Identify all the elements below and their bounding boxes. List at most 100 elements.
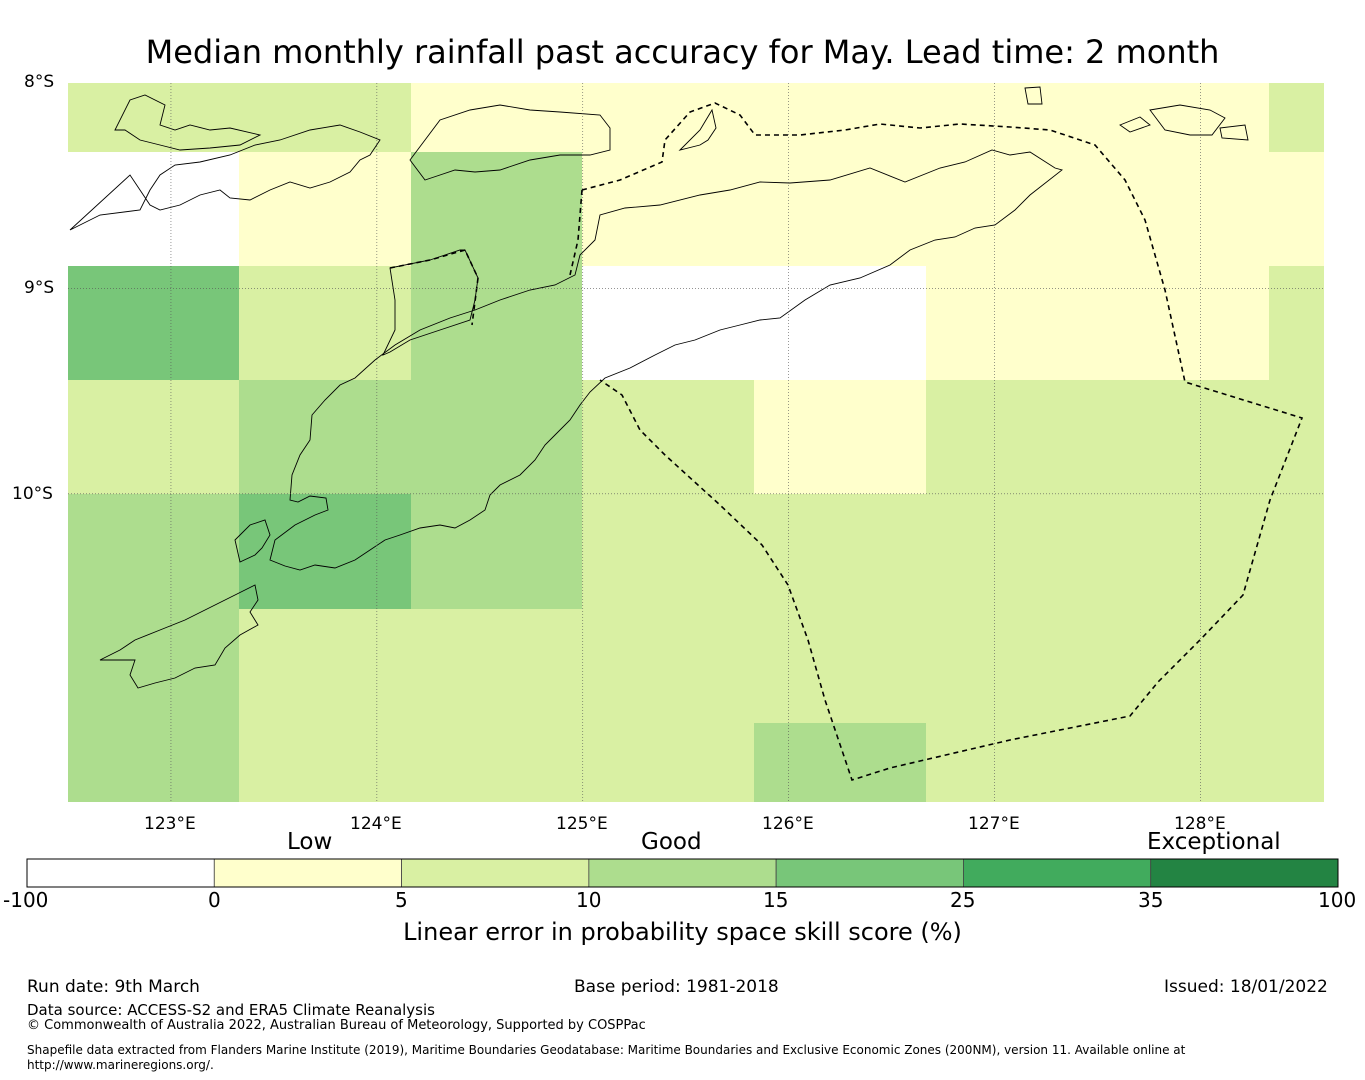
- colorbar-segment: [775, 858, 964, 888]
- grid-cell: [754, 380, 926, 494]
- grid-cell: [1097, 494, 1269, 609]
- north-islet-coastline: [1024, 86, 1043, 105]
- lon-label-127e: 127°E: [968, 814, 1020, 834]
- grid-cell: [1269, 83, 1324, 152]
- flores-east-coastline: [114, 94, 262, 151]
- data-source: Data source: ACCESS-S2 and ERA5 Climate …: [27, 1001, 435, 1019]
- grid-cell: [239, 380, 411, 494]
- grid-cell: [754, 152, 926, 266]
- colorbar-segment: [401, 858, 590, 888]
- grid-cell: [1097, 152, 1269, 266]
- grid-cell: [411, 494, 582, 609]
- grid-cell: [926, 723, 1097, 802]
- grid-cell: [926, 152, 1097, 266]
- grid-cell: [582, 266, 754, 380]
- lat-label-10s: 10°S: [12, 484, 53, 504]
- east-islet-coastline: [1119, 116, 1151, 133]
- grid-cell: [239, 83, 411, 152]
- lon-label-124e: 124°E: [350, 814, 402, 834]
- grid-cell: [1269, 266, 1324, 380]
- lat-label-8s: 8°S: [24, 72, 55, 92]
- grid-cell: [239, 723, 411, 802]
- eez-boundary: [389, 102, 1304, 781]
- colorbar-segment: [588, 858, 777, 888]
- colorbar-segment: [26, 858, 215, 888]
- colorbar-label: Linear error in probability space skill …: [403, 918, 962, 946]
- grid-cell: [1269, 609, 1324, 723]
- grid-cell: [1097, 83, 1269, 152]
- east-islands-coastline: [1149, 104, 1226, 136]
- grid-cell: [926, 380, 1097, 494]
- grid-cell: [1269, 494, 1324, 609]
- colorbar-tick: -100: [3, 888, 49, 912]
- grid-cell: [582, 723, 754, 802]
- colorbar-tick: 10: [576, 888, 602, 912]
- colorbar-segment: [963, 858, 1152, 888]
- grid-cell: [411, 83, 582, 152]
- grid-cell: [582, 83, 754, 152]
- grid-cell: [582, 609, 754, 723]
- grid-cell: [239, 266, 411, 380]
- grid-cell: [1097, 609, 1269, 723]
- colorbar-tick: 15: [763, 888, 789, 912]
- colorbar-tick: 100: [1318, 888, 1357, 912]
- colorbar-segment: [1150, 858, 1339, 888]
- grid-cell: [239, 494, 411, 609]
- grid-cell: [239, 152, 411, 266]
- grid-cell: [754, 266, 926, 380]
- grid-cell: [926, 609, 1097, 723]
- timor-coastline: [269, 149, 1063, 571]
- grid-cell: [1097, 723, 1269, 802]
- lon-label-125e: 125°E: [556, 814, 608, 834]
- grid-cell: [68, 723, 239, 802]
- lon-label-123e: 123°E: [144, 814, 196, 834]
- grid-cell: [582, 380, 754, 494]
- lat-lon-graticule: [68, 83, 1324, 802]
- colorbar-tick: 25: [950, 888, 976, 912]
- grid-cell: [754, 83, 926, 152]
- semau-coastline: [234, 519, 271, 563]
- grid-cell: [754, 494, 926, 609]
- shapefile-credit: Shapefile data extracted from Flanders M…: [27, 1043, 1185, 1073]
- grid-cell: [754, 609, 926, 723]
- map-title: Median monthly rainfall past accuracy fo…: [145, 33, 1220, 71]
- lat-label-9s: 9°S: [24, 278, 55, 298]
- grid-cell: [582, 152, 754, 266]
- grid-cell: [1269, 723, 1324, 802]
- east-islet-2-coastline: [1219, 124, 1249, 141]
- colorbar-tick: 5: [395, 888, 408, 912]
- lon-label-126e: 126°E: [762, 814, 814, 834]
- colorbar-tick: 0: [208, 888, 221, 912]
- grid-cell: [754, 723, 926, 802]
- grid-cell: [1097, 266, 1269, 380]
- grid-cell: [411, 152, 582, 266]
- oecusse-coastline: [382, 249, 479, 356]
- base-period: Base period: 1981-2018: [574, 977, 779, 997]
- lon-label-128e: 128°E: [1174, 814, 1226, 834]
- grid-cell: [1097, 380, 1269, 494]
- grid-cell: [926, 83, 1097, 152]
- category-exceptional: Exceptional: [1147, 829, 1281, 855]
- wetar-coastline: [409, 104, 611, 181]
- eez-boundary-oecusse: [389, 249, 479, 326]
- grid-cell: [411, 609, 582, 723]
- issued-date: Issued: 18/01/2022: [1164, 977, 1328, 997]
- grid-cell: [239, 609, 411, 723]
- atauro-coastline: [678, 108, 717, 151]
- grid-cell: [411, 380, 582, 494]
- grid-cell: [68, 494, 239, 609]
- colorbar-segment: [213, 858, 402, 888]
- grid-cell: [68, 380, 239, 494]
- grid-cell: [1269, 152, 1324, 266]
- copyright: © Commonwealth of Australia 2022, Austra…: [27, 1018, 646, 1033]
- skill-grid: [68, 83, 1324, 802]
- grid-cell: [926, 266, 1097, 380]
- eez-boundary-main: [581, 102, 1304, 781]
- grid-cell: [582, 494, 754, 609]
- grid-cell: [411, 723, 582, 802]
- grid-cell: [68, 83, 239, 152]
- shapefile-credit-line2: http://www.marineregions.org/.: [27, 1058, 214, 1072]
- colorbar: [26, 858, 1339, 888]
- north-islands-coastline: [69, 124, 381, 231]
